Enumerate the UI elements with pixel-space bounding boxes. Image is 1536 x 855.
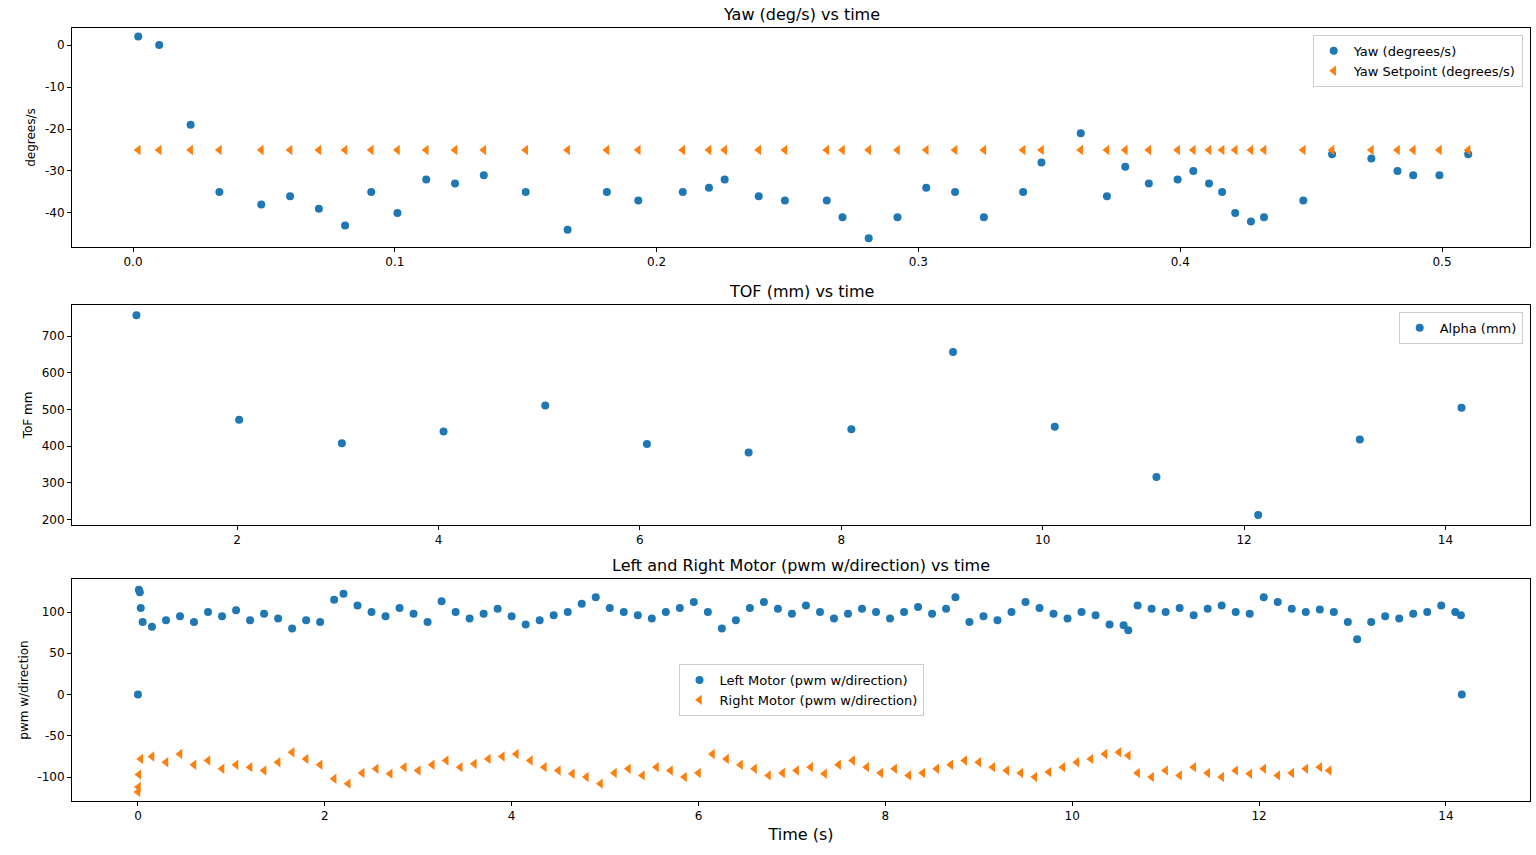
svg-text:-30: -30 — [45, 164, 65, 178]
svg-text:300: 300 — [42, 476, 65, 490]
svg-text:12: 12 — [1251, 809, 1266, 823]
svg-text:-50: -50 — [45, 729, 65, 743]
svg-text:Yaw (degrees/s): Yaw (degrees/s) — [1353, 44, 1457, 59]
svg-text:-100: -100 — [37, 770, 64, 784]
svg-text:0.2: 0.2 — [647, 255, 666, 269]
svg-text:100: 100 — [42, 605, 65, 619]
svg-text:Right Motor (pwm w/direction): Right Motor (pwm w/direction) — [720, 693, 918, 708]
svg-text:Yaw Setpoint (degrees/s): Yaw Setpoint (degrees/s) — [1353, 64, 1515, 79]
svg-text:14: 14 — [1438, 533, 1453, 547]
svg-text:200: 200 — [42, 513, 65, 527]
svg-text:Left and Right Motor (pwm w/di: Left and Right Motor (pwm w/direction) v… — [612, 556, 990, 575]
svg-text:0.0: 0.0 — [123, 255, 142, 269]
svg-text:0.5: 0.5 — [1432, 255, 1451, 269]
svg-text:14: 14 — [1438, 809, 1453, 823]
svg-text:Time (s): Time (s) — [767, 825, 833, 844]
svg-text:10: 10 — [1065, 809, 1080, 823]
svg-text:500: 500 — [42, 403, 65, 417]
svg-text:Alpha (mm): Alpha (mm) — [1440, 321, 1517, 336]
svg-text:0: 0 — [57, 688, 65, 702]
svg-text:Left Motor (pwm w/direction): Left Motor (pwm w/direction) — [720, 673, 908, 688]
svg-text:Yaw (deg/s) vs time: Yaw (deg/s) vs time — [723, 5, 880, 24]
svg-text:4: 4 — [508, 809, 516, 823]
svg-text:0.4: 0.4 — [1171, 255, 1190, 269]
svg-text:ToF mm: ToF mm — [21, 392, 35, 440]
svg-text:0.1: 0.1 — [385, 255, 404, 269]
svg-text:8: 8 — [837, 533, 845, 547]
svg-text:degrees/s: degrees/s — [24, 108, 38, 167]
svg-text:12: 12 — [1236, 533, 1251, 547]
svg-text:2: 2 — [321, 809, 329, 823]
svg-text:700: 700 — [42, 329, 65, 343]
svg-text:600: 600 — [42, 366, 65, 380]
svg-text:0: 0 — [57, 38, 65, 52]
svg-text:TOF (mm) vs time: TOF (mm) vs time — [729, 282, 874, 301]
svg-text:6: 6 — [695, 809, 703, 823]
svg-text:0: 0 — [134, 809, 142, 823]
svg-text:400: 400 — [42, 439, 65, 453]
svg-text:-20: -20 — [45, 122, 65, 136]
svg-text:50: 50 — [49, 646, 64, 660]
svg-text:4: 4 — [435, 533, 443, 547]
svg-text:8: 8 — [882, 809, 890, 823]
svg-text:pwm w/direction: pwm w/direction — [17, 640, 31, 739]
svg-text:-10: -10 — [45, 80, 65, 94]
svg-text:0.3: 0.3 — [909, 255, 928, 269]
svg-text:10: 10 — [1035, 533, 1050, 547]
svg-text:-40: -40 — [45, 206, 65, 220]
svg-text:6: 6 — [636, 533, 644, 547]
svg-text:2: 2 — [233, 533, 241, 547]
